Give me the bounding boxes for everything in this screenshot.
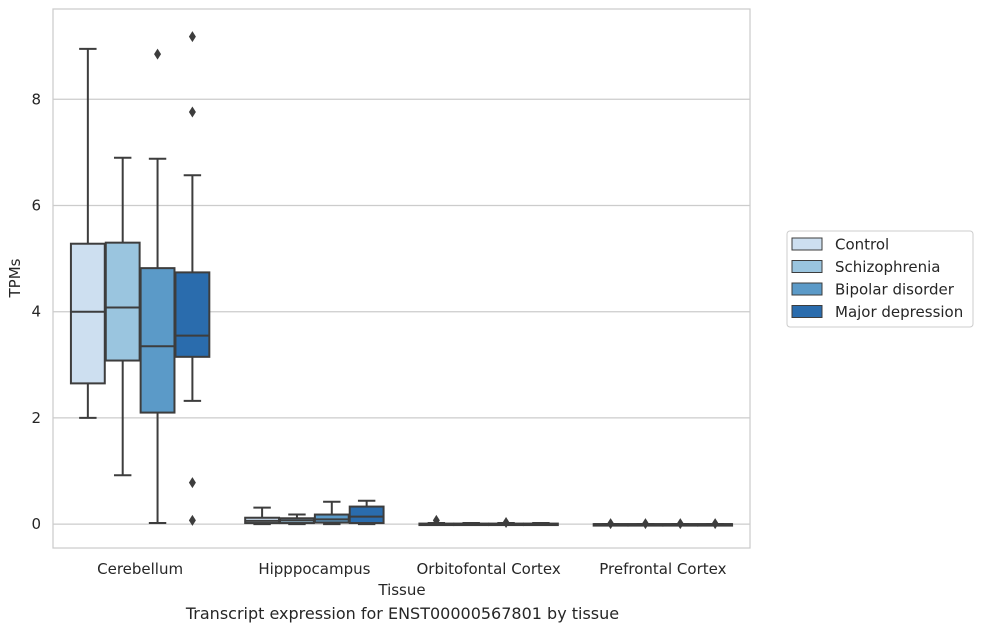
box bbox=[488, 517, 524, 529]
box bbox=[279, 513, 315, 526]
outlier-marker bbox=[711, 518, 719, 530]
legend-swatch bbox=[791, 282, 823, 296]
box bbox=[592, 518, 629, 530]
legend-label: Control bbox=[835, 236, 889, 254]
y-tick-label: 6 bbox=[31, 196, 41, 214]
legend-frame bbox=[786, 230, 974, 328]
outlier-marker bbox=[607, 518, 615, 530]
box bbox=[69, 47, 106, 419]
box-body bbox=[174, 271, 211, 358]
box-body bbox=[104, 241, 141, 362]
legend-label: Major depression bbox=[835, 303, 963, 321]
box bbox=[104, 156, 141, 477]
outlier-marker bbox=[676, 518, 684, 530]
y-tick-label: 4 bbox=[31, 303, 41, 321]
y-axis-ticks: 0 2 4 6 8 bbox=[31, 90, 41, 533]
box bbox=[348, 499, 385, 526]
chart-caption: Transcript expression for ENST0000056780… bbox=[185, 604, 620, 623]
legend-label: Bipolar disorder bbox=[835, 281, 955, 299]
outlier-marker bbox=[154, 48, 162, 60]
y-axis-label: TPMs bbox=[6, 258, 24, 298]
box-body bbox=[139, 267, 176, 414]
box bbox=[418, 514, 455, 527]
legend-label: Schizophrenia bbox=[835, 258, 940, 276]
boxes bbox=[69, 31, 734, 530]
box bbox=[313, 500, 350, 526]
y-tick-label: 2 bbox=[31, 409, 41, 427]
outlier-marker bbox=[188, 514, 196, 526]
y-tick-label: 0 bbox=[31, 515, 41, 533]
outlier-marker bbox=[188, 31, 196, 43]
outlier-marker bbox=[188, 477, 196, 489]
box bbox=[522, 522, 559, 527]
x-tick-label: Hipppocampus bbox=[258, 560, 370, 578]
box bbox=[139, 48, 176, 525]
plot-frame bbox=[52, 8, 751, 549]
x-tick-label: Cerebellum bbox=[97, 560, 183, 578]
outlier-marker bbox=[641, 518, 649, 530]
x-axis-label: Tissue bbox=[377, 581, 425, 599]
box bbox=[244, 506, 281, 526]
outlier-marker bbox=[432, 514, 440, 526]
legend: Control Schizophrenia Bipolar disorder Majo… bbox=[786, 230, 974, 328]
box-body bbox=[348, 505, 385, 525]
outlier-marker bbox=[502, 517, 510, 529]
box-body bbox=[69, 242, 106, 385]
box bbox=[627, 518, 664, 530]
x-axis-ticks: Cerebellum Hipppocampus Orbitofontal Corte… bbox=[97, 560, 726, 578]
box bbox=[662, 518, 699, 530]
x-tick-label: Orbitofontal Cortex bbox=[417, 560, 561, 578]
y-tick-label: 8 bbox=[31, 90, 41, 108]
x-tick-label: Prefrontal Cortex bbox=[599, 560, 726, 578]
box bbox=[453, 522, 490, 527]
legend-swatch bbox=[791, 260, 823, 273]
box bbox=[174, 31, 211, 526]
legend-swatch bbox=[791, 305, 823, 318]
box bbox=[697, 518, 734, 530]
outlier-marker bbox=[188, 106, 196, 118]
legend-swatch bbox=[791, 237, 823, 251]
